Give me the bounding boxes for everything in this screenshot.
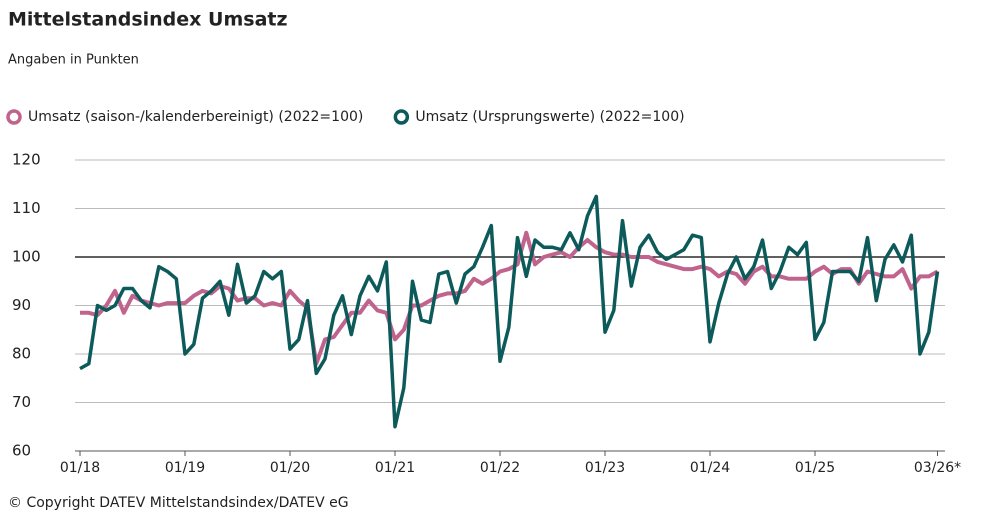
y-tick-label: 70 xyxy=(12,393,31,411)
chart-title: Mittelstandsindex Umsatz xyxy=(8,9,288,31)
legend-label: Umsatz (Ursprungswerte) (2022=100) xyxy=(415,109,684,125)
x-tick-label: 01/23 xyxy=(585,460,625,476)
legend-label: Umsatz (saison-/kalenderbereinigt) (2022… xyxy=(28,109,363,125)
chart-subtitle: Angaben in Punkten xyxy=(8,53,139,68)
y-tick-label: 80 xyxy=(12,345,31,363)
x-tick-label: 01/21 xyxy=(375,460,415,476)
y-tick-label: 60 xyxy=(12,442,31,460)
y-tick-label: 120 xyxy=(12,151,41,169)
x-tick-label: 01/25 xyxy=(795,460,835,476)
series-line xyxy=(79,194,940,429)
legend-marker xyxy=(6,109,22,125)
legend-marker xyxy=(393,109,410,125)
x-tick-label: 01/24 xyxy=(690,460,730,476)
y-tick-label: 110 xyxy=(12,199,41,217)
source: © Copyright DATEV Mittelstandsindex/DATE… xyxy=(8,495,349,511)
x-tick-label: 01/19 xyxy=(165,460,205,476)
x-tick-label: 01/20 xyxy=(270,460,310,476)
x-tick-label: 01/18 xyxy=(60,460,100,476)
x-tick-label: 03/26* xyxy=(914,460,961,476)
x-tick-label: 01/22 xyxy=(480,460,520,476)
y-tick-label: 90 xyxy=(12,296,31,314)
y-tick-label: 100 xyxy=(12,248,41,266)
